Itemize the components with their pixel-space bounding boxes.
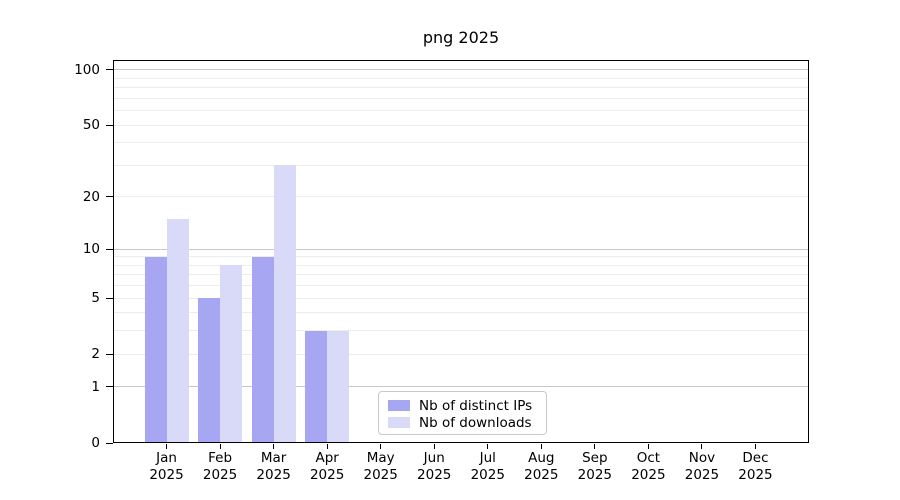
x-tick-label: Dec 2025 (738, 450, 773, 483)
y-tick-mark (106, 248, 113, 250)
y-tick-mark (106, 386, 113, 388)
plot-area-border (113, 60, 809, 443)
x-tick-label: Sep 2025 (577, 450, 613, 483)
x-tick-mark (219, 444, 221, 449)
x-tick-mark (326, 444, 328, 449)
legend-swatch-distinct-ips-icon (388, 400, 410, 411)
bar-nb-of-downloads-mar (273, 165, 296, 443)
major-gridline (113, 297, 809, 299)
major-gridline (113, 69, 809, 71)
minor-gridline (113, 97, 809, 99)
y-tick-label: 10 (82, 241, 100, 258)
x-tick-label: May 2025 (363, 450, 398, 483)
legend-item-distinct-ips: Nb of distinct IPs (379, 397, 546, 414)
y-tick-mark (106, 297, 113, 299)
y-tick-label: 20 (82, 188, 100, 205)
x-tick-mark (754, 444, 756, 449)
x-tick-mark (380, 444, 382, 449)
minor-gridline (113, 312, 809, 314)
x-tick-label: Jul 2025 (470, 450, 505, 483)
y-tick-label: 5 (91, 290, 100, 307)
minor-gridline (113, 256, 809, 258)
minor-gridline (113, 110, 809, 112)
y-tick-label: 1 (91, 378, 100, 395)
minor-gridline (113, 274, 809, 276)
major-gridline (113, 196, 809, 198)
y-tick-mark (106, 353, 113, 355)
y-tick-mark (106, 124, 113, 126)
minor-gridline (113, 142, 809, 144)
x-tick-mark (433, 444, 435, 449)
x-tick-label: Aug 2025 (524, 450, 559, 483)
bar-nb-of-downloads-apr (327, 330, 350, 443)
bar-nb-of-distinct-ips-apr (305, 330, 328, 443)
legend-item-downloads: Nb of downloads (379, 414, 546, 431)
major-gridline (113, 353, 809, 355)
major-gridline (113, 386, 809, 388)
y-tick-mark (106, 196, 113, 198)
legend-swatch-downloads-icon (388, 417, 410, 428)
x-tick-label: Oct 2025 (631, 450, 666, 483)
legend-label-distinct-ips: Nb of distinct IPs (419, 397, 533, 414)
bar-nb-of-downloads-feb (220, 265, 243, 443)
bar-nb-of-downloads-jan (166, 218, 189, 443)
x-tick-label: Feb 2025 (202, 450, 238, 483)
minor-gridline (113, 264, 809, 266)
x-tick-label: Jun 2025 (417, 450, 452, 483)
y-tick-label: 100 (74, 61, 100, 78)
legend: Nb of distinct IPs Nb of downloads (378, 391, 547, 435)
x-tick-label: Jan 2025 (149, 450, 184, 483)
x-tick-mark (701, 444, 703, 449)
minor-gridline (113, 77, 809, 79)
x-tick-mark (487, 444, 489, 449)
y-tick-label: 2 (91, 346, 100, 363)
x-tick-mark (273, 444, 275, 449)
minor-gridline (113, 330, 809, 332)
x-tick-mark (647, 444, 649, 449)
bar-nb-of-distinct-ips-feb (198, 298, 221, 443)
major-gridline (113, 248, 809, 250)
y-tick-mark (106, 69, 113, 71)
legend-label-downloads: Nb of downloads (419, 414, 532, 431)
y-tick-label: 0 (91, 435, 100, 451)
x-tick-mark (540, 444, 542, 449)
minor-gridline (113, 87, 809, 89)
minor-gridline (113, 164, 809, 166)
y-tick-mark (106, 442, 113, 444)
minor-gridline (113, 285, 809, 287)
chart-title: png 2025 (422, 28, 500, 47)
x-tick-label: Nov 2025 (684, 450, 720, 483)
major-gridline (113, 124, 809, 126)
x-tick-label: Mar 2025 (256, 450, 291, 483)
x-tick-label: Apr 2025 (309, 450, 345, 483)
x-tick-mark (594, 444, 596, 449)
x-tick-mark (166, 444, 168, 449)
bar-nb-of-distinct-ips-jan (144, 256, 167, 443)
bar-nb-of-distinct-ips-mar (251, 256, 274, 443)
y-tick-label: 50 (82, 117, 100, 134)
